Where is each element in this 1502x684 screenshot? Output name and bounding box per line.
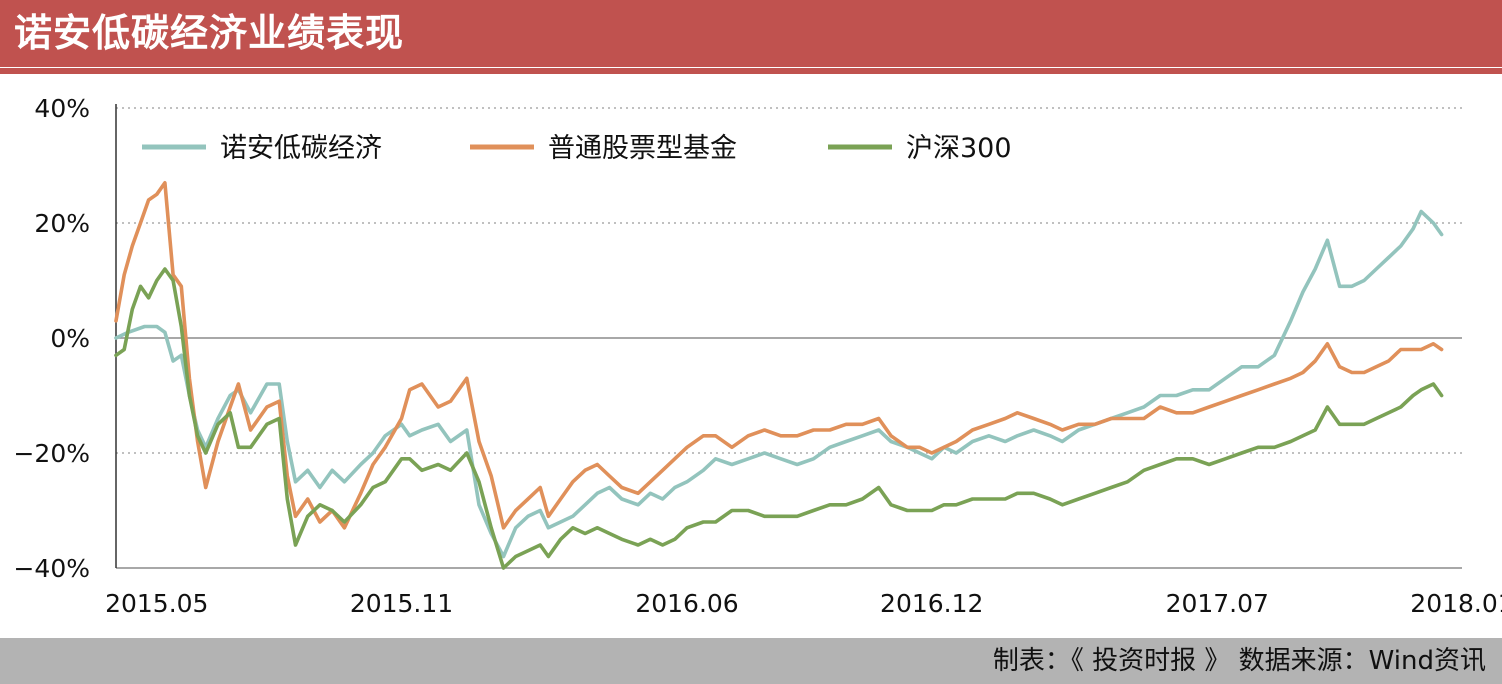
chart-title: 诺安低碳经济业绩表现 [14,11,405,55]
y-tick-label: 40% [34,94,90,123]
y-tick-label: −40% [13,554,90,583]
legend-label: 沪深300 [906,133,1012,164]
x-tick-label: 2018.01 [1410,589,1502,618]
title-rule [0,68,1502,74]
y-tick-label: 20% [34,209,90,238]
title-bar: 诺安低碳经济业绩表现 [0,0,1502,67]
legend-label: 普通股票型基金 [548,133,737,164]
x-tick-label: 2015.05 [105,589,208,618]
y-tick-label: 0% [50,324,90,353]
grid-layer [116,107,1462,569]
series-layer [114,181,1444,570]
x-tick-label: 2017.07 [1166,589,1269,618]
series-line-3 [114,267,1444,570]
legend-label: 诺安低碳经济 [220,133,382,164]
series-line-1 [114,209,1444,559]
x-tick-label: 2016.12 [880,589,983,618]
series-line-2 [114,181,1444,530]
legend: 诺安低碳经济 普通股票型基金 沪深300 [142,133,1012,164]
axis-layer: 40% 20% 0% −20% −40% 2015.05 2015.11 2016.06 201… [13,94,1502,618]
x-tick-label: 2015.11 [350,589,453,618]
source-note: 制表：《 投资时报 》 数据来源：Wind资讯 [992,646,1486,676]
y-tick-label: −20% [13,439,90,468]
x-tick-label: 2016.06 [635,589,738,618]
footer-bar: 制表：《 投资时报 》 数据来源：Wind资讯 [0,638,1502,684]
line-chart: 40% 20% 0% −20% −40% 2015.05 2015.11 2016.06 201… [13,94,1502,618]
